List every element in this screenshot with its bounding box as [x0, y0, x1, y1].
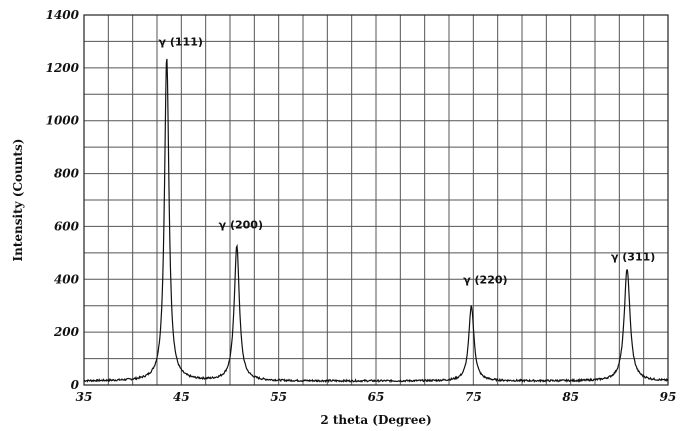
x-tick-label: 45: [173, 390, 190, 404]
peak-annotations: γ (111) γ (200) γ (220) γ (311): [159, 35, 656, 286]
y-tick-label: 1200: [46, 61, 80, 75]
y-tick-label: 400: [54, 272, 80, 286]
series-line: [83, 58, 669, 384]
y-tick-label: 0: [71, 378, 80, 392]
y-tick-label: 600: [54, 219, 80, 233]
y-tick-label: 800: [54, 167, 80, 181]
x-axis-title: 2 theta (Degree): [320, 413, 431, 427]
y-tick-label: 200: [53, 325, 80, 339]
peak-label: γ (200): [219, 218, 263, 231]
peak-label: γ (111): [159, 35, 203, 48]
x-tick-label: 75: [465, 390, 482, 404]
series: [83, 58, 669, 384]
x-tick-label: 95: [660, 390, 677, 404]
peak-label: γ (311): [611, 251, 655, 264]
plot-frame: [83, 14, 669, 386]
y-tick-label: 1400: [46, 8, 80, 22]
x-tick-label: 55: [270, 390, 287, 404]
peak-label: γ (220): [463, 274, 507, 287]
x-tick-label: 85: [562, 390, 579, 404]
x-tick-label: 65: [368, 390, 385, 404]
x-tick-label: 35: [76, 390, 93, 404]
axes: [83, 14, 669, 386]
tick-labels: 35 45 55 65 75 85 95 0 200 400 600 800 1000 1200 1400: [46, 8, 677, 404]
y-tick-label: 1000: [46, 114, 80, 128]
y-axis-title: Intensity (Counts): [11, 139, 25, 262]
